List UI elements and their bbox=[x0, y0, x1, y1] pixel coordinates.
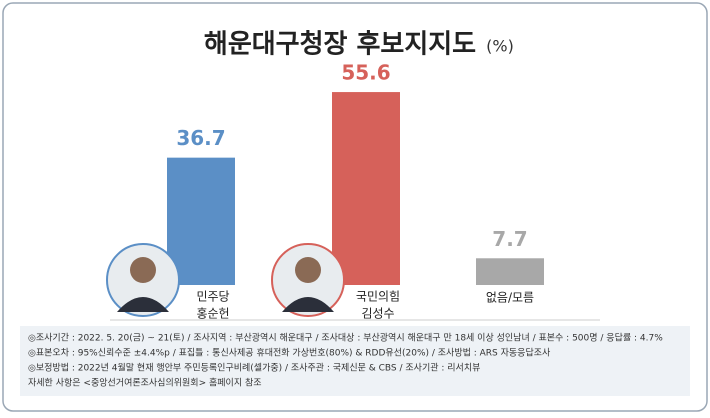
notes-box bbox=[20, 326, 690, 396]
photo-head bbox=[295, 257, 321, 283]
bar bbox=[167, 157, 235, 285]
category-label: 김성수 bbox=[361, 307, 394, 321]
note: 자세한 사항은 <중앙선거여론조사심의위원회> 홈페이지 참조 bbox=[28, 377, 262, 389]
unit: (%) bbox=[486, 37, 514, 56]
note: ◎조사기간 : 2022. 5. 20(금) ~ 21(토) / 조사지역 : … bbox=[28, 332, 663, 344]
party-label: 국민의힘 bbox=[356, 290, 400, 304]
note: ◎표본오차 : 95%신뢰수준 ±4.4%p / 표집틀 : 통신사제공 휴대전… bbox=[28, 347, 551, 359]
category-label: 없음/모름 bbox=[486, 291, 534, 305]
value-label: 55.6 bbox=[341, 61, 390, 85]
note: ◎보정방법 : 2022년 4월말 현재 행안부 주민등록인구비례(셀가중) /… bbox=[28, 362, 480, 374]
bar bbox=[332, 92, 400, 286]
value-label: 36.7 bbox=[176, 126, 225, 150]
value-label: 7.7 bbox=[492, 227, 527, 251]
party-label: 민주당 bbox=[196, 290, 229, 304]
photo-head bbox=[130, 257, 156, 283]
photo-body bbox=[282, 297, 334, 312]
chart-title: 해운대구청장 후보지지도 bbox=[204, 30, 476, 60]
photo-body bbox=[117, 297, 169, 312]
bar bbox=[476, 258, 544, 285]
category-label: 홍순헌 bbox=[196, 307, 229, 321]
